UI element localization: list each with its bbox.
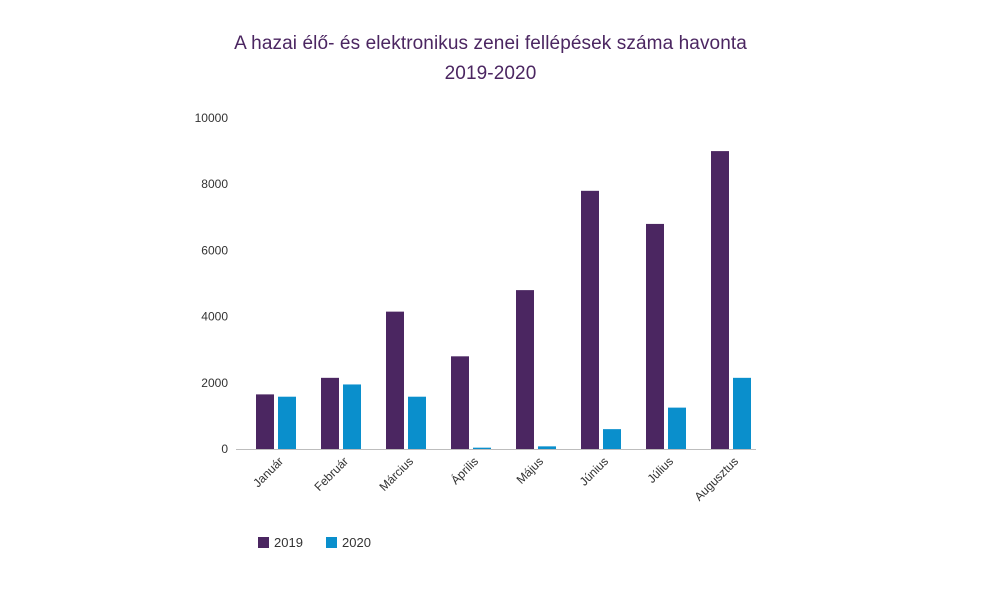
bar-2020-4 xyxy=(538,446,556,449)
y-tick-label: 8000 xyxy=(201,177,228,191)
x-tick-label: Május xyxy=(514,454,547,487)
y-tick-label: 2000 xyxy=(201,376,228,390)
bar-2020-6 xyxy=(668,407,686,449)
bar-2020-0 xyxy=(278,396,296,449)
bar-2019-2 xyxy=(386,311,404,449)
chart-subtitle: 2019-2020 xyxy=(444,63,537,84)
bar-2019-1 xyxy=(321,377,339,449)
bar-2020-1 xyxy=(343,384,361,449)
x-tick-label: Április xyxy=(447,454,481,488)
bar-2020-7 xyxy=(733,377,751,449)
chart-title: A hazai élő- és elektronikus zenei fellé… xyxy=(234,33,747,54)
x-tick-label: Január xyxy=(250,454,286,490)
x-tick-label: Június xyxy=(577,454,611,488)
bar-2019-7 xyxy=(711,151,729,449)
y-tick-label: 4000 xyxy=(201,310,228,324)
x-tick-label: Február xyxy=(312,454,352,494)
y-tick-label: 10000 xyxy=(195,111,229,125)
legend-swatch-2019 xyxy=(258,537,269,548)
bar-2019-3 xyxy=(451,356,469,449)
bar-2020-2 xyxy=(408,396,426,449)
bar-2020-5 xyxy=(603,429,621,449)
y-tick-label: 6000 xyxy=(201,243,228,257)
y-tick-label: 0 xyxy=(221,442,228,456)
bar-2019-5 xyxy=(581,190,599,449)
x-tick-label: Augusztus xyxy=(692,454,742,504)
bar-2019-4 xyxy=(516,290,534,449)
legend-label-2019: 2019 xyxy=(274,535,303,550)
x-tick-label: Március xyxy=(377,454,417,494)
x-tick-label: Július xyxy=(645,454,677,486)
legend-swatch-2020 xyxy=(326,537,337,548)
bar-2020-3 xyxy=(473,447,491,449)
bar-2019-0 xyxy=(256,394,274,449)
bar-2019-6 xyxy=(646,223,664,449)
legend-label-2020: 2020 xyxy=(342,535,371,550)
